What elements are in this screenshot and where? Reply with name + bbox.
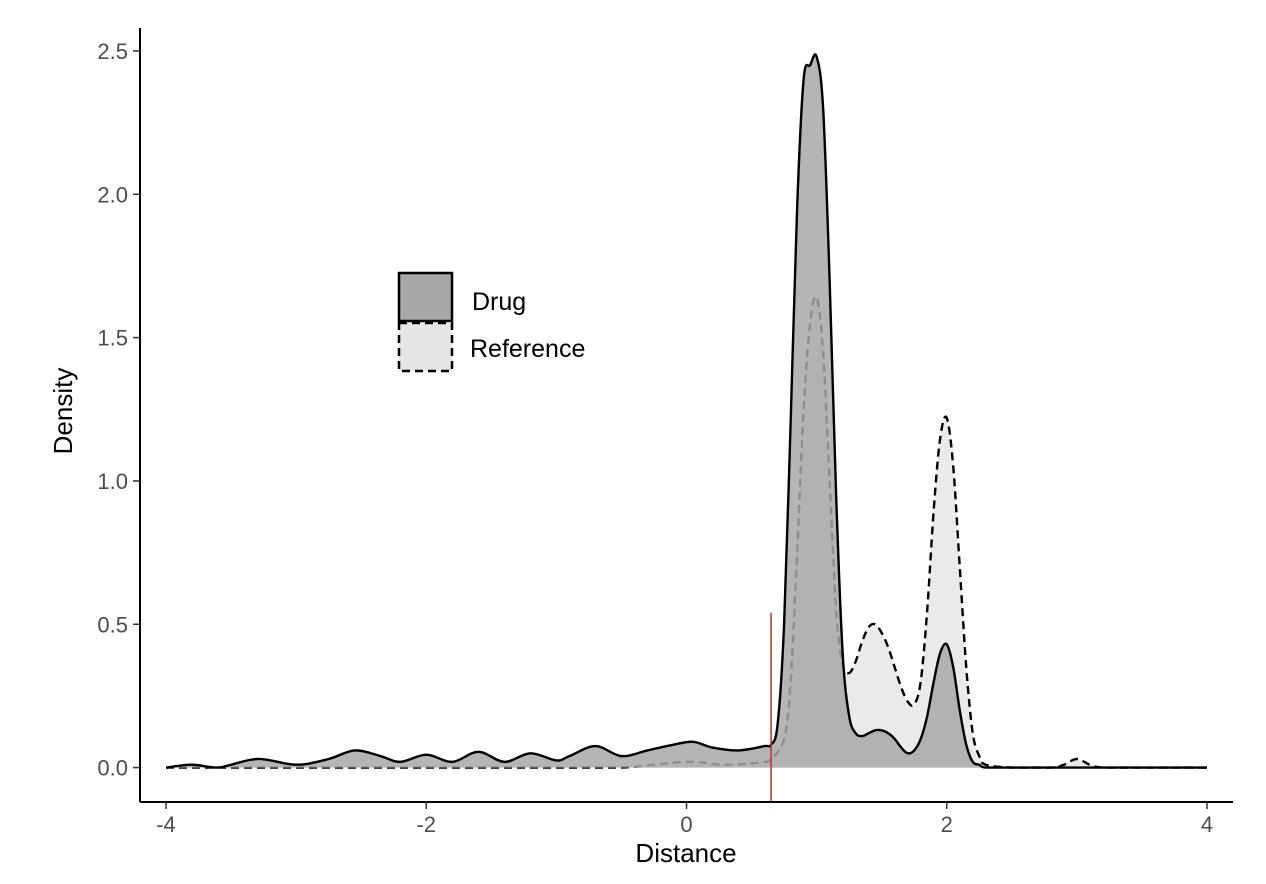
x-tick-label: 4 <box>1201 812 1213 837</box>
x-tick-label: -2 <box>416 812 436 837</box>
density-line-drug <box>165 53 1207 769</box>
density-area-reference <box>166 296 1207 768</box>
y-tick-label: 2.0 <box>97 182 128 207</box>
density-area-drug <box>166 54 1207 768</box>
y-axis: 0.0 0.5 1.0 1.5 2.0 2.5 <box>97 28 141 802</box>
y-tick-label: 0.5 <box>97 612 128 637</box>
legend: Drug Reference <box>397 271 585 373</box>
x-tick-label: 0 <box>680 812 692 837</box>
y-tick-label: 1.5 <box>97 326 128 351</box>
x-tick-label: -4 <box>156 812 176 837</box>
legend-label-drug: Drug <box>472 288 526 316</box>
density-line-reference <box>166 295 1207 769</box>
y-tick-label: 1.0 <box>97 469 128 494</box>
y-tick-label: 2.5 <box>97 39 128 64</box>
legend-key-drug <box>397 271 454 323</box>
x-axis: -4 -2 0 2 4 <box>140 801 1233 837</box>
legend-key-reference <box>397 321 454 373</box>
x-axis-title: Distance <box>635 838 736 868</box>
plot-area <box>165 53 1207 802</box>
y-axis-title: Density <box>48 368 78 455</box>
x-tick-label: 2 <box>941 812 953 837</box>
legend-label-reference: Reference <box>470 335 585 363</box>
y-tick-label: 0.0 <box>97 756 128 781</box>
